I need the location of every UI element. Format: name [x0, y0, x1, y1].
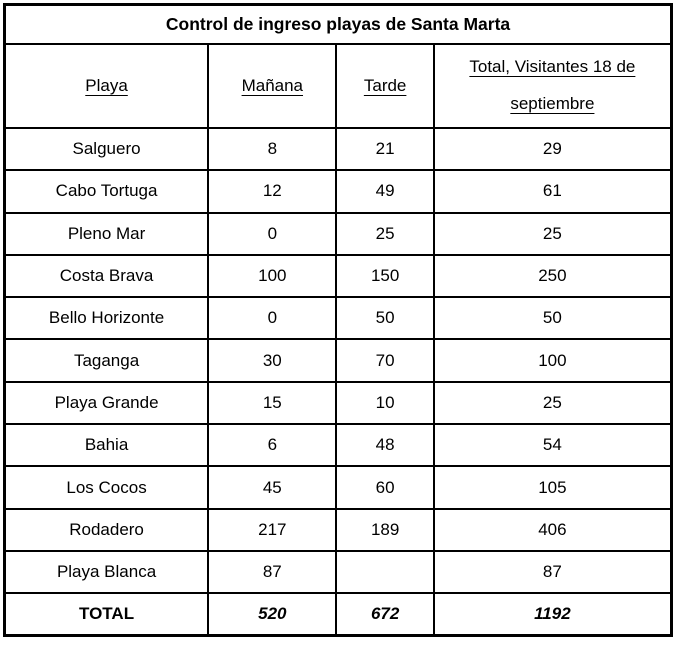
- tarde-cell: 10: [335, 380, 435, 426]
- manana-cell: 217: [207, 507, 338, 552]
- table-row: Playa Grande 15 10 25: [3, 380, 673, 426]
- tarde-cell: 21: [335, 126, 435, 172]
- table-row: Costa Brava 100 150 250: [3, 253, 673, 299]
- table-row: Rodadero 217 189 406: [3, 507, 673, 552]
- table-row: Taganga 30 70 100: [3, 338, 673, 383]
- tarde-cell: 150: [335, 253, 435, 299]
- total-cell: 105: [432, 465, 673, 510]
- beach-name-cell: Salguero: [3, 126, 210, 172]
- manana-cell: 87: [207, 549, 338, 595]
- header-manana: Mañana: [207, 43, 338, 129]
- tarde-cell: 60: [335, 465, 435, 510]
- table-title-row: Control de ingreso playas de Santa Marta: [3, 3, 673, 45]
- total-cell: 250: [432, 253, 673, 299]
- beach-name-cell: Los Cocos: [3, 465, 210, 510]
- table-row: Bello Horizonte 0 50 50: [3, 296, 673, 341]
- total-cell: 25: [432, 211, 673, 256]
- tarde-cell: 49: [335, 169, 435, 214]
- beach-name-cell: Bello Horizonte: [3, 296, 210, 341]
- manana-cell: 30: [207, 338, 338, 383]
- tarde-cell: 189: [335, 507, 435, 552]
- beach-name-cell: Playa Blanca: [3, 549, 210, 595]
- total-tarde-cell: 672: [335, 592, 435, 637]
- beach-name-cell: Playa Grande: [3, 380, 210, 426]
- manana-cell: 0: [207, 211, 338, 256]
- table-row: Bahia 6 48 54: [3, 423, 673, 468]
- total-cell: 87: [432, 549, 673, 595]
- total-cell: 50: [432, 296, 673, 341]
- beach-name-cell: Taganga: [3, 338, 210, 383]
- header-playa: Playa: [3, 43, 210, 129]
- tarde-cell: 70: [335, 338, 435, 383]
- header-total-label: Total, Visitantes 18 de septiembre: [469, 57, 636, 113]
- manana-cell: 0: [207, 296, 338, 341]
- manana-cell: 6: [207, 423, 338, 468]
- total-manana-cell: 520: [207, 592, 338, 637]
- tarde-cell: [335, 549, 435, 595]
- header-tarde-label: Tarde: [363, 75, 407, 95]
- manana-cell: 8: [207, 126, 338, 172]
- beach-name-cell: Pleno Mar: [3, 211, 210, 256]
- total-cell: 406: [432, 507, 673, 552]
- tarde-cell: 48: [335, 423, 435, 468]
- beach-name-cell: Cabo Tortuga: [3, 169, 210, 214]
- manana-cell: 45: [207, 465, 338, 510]
- table-total-row: TOTAL 520 672 1192: [3, 592, 673, 637]
- total-cell: 54: [432, 423, 673, 468]
- visitor-control-table-container: Control de ingreso playas de Santa Marta…: [3, 3, 673, 638]
- table-header-row: Playa Mañana Tarde Total, Visitantes 18 …: [3, 43, 673, 129]
- table-row: Los Cocos 45 60 105: [3, 465, 673, 510]
- table-row: Salguero 8 21 29: [3, 126, 673, 172]
- total-cell: 100: [432, 338, 673, 383]
- header-total: Total, Visitantes 18 de septiembre: [432, 43, 673, 129]
- beach-name-cell: Bahia: [3, 423, 210, 468]
- total-grand-cell: 1192: [432, 592, 673, 637]
- total-cell: 25: [432, 380, 673, 426]
- table-row: Playa Blanca 87 87: [3, 549, 673, 595]
- beach-name-cell: Costa Brava: [3, 253, 210, 299]
- total-cell: 61: [432, 169, 673, 214]
- table-title: Control de ingreso playas de Santa Marta: [3, 3, 673, 45]
- total-label-cell: TOTAL: [3, 592, 210, 637]
- total-cell: 29: [432, 126, 673, 172]
- header-tarde: Tarde: [335, 43, 435, 129]
- tarde-cell: 25: [335, 211, 435, 256]
- manana-cell: 15: [207, 380, 338, 426]
- table-row: Pleno Mar 0 25 25: [3, 211, 673, 256]
- header-manana-label: Mañana: [241, 75, 304, 95]
- table-row: Cabo Tortuga 12 49 61: [3, 169, 673, 214]
- visitor-control-table: Control de ingreso playas de Santa Marta…: [3, 3, 673, 638]
- manana-cell: 12: [207, 169, 338, 214]
- tarde-cell: 50: [335, 296, 435, 341]
- manana-cell: 100: [207, 253, 338, 299]
- beach-name-cell: Rodadero: [3, 507, 210, 552]
- header-playa-label: Playa: [85, 75, 128, 95]
